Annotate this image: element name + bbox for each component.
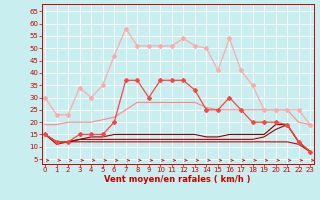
X-axis label: Vent moyen/en rafales ( km/h ): Vent moyen/en rafales ( km/h ) [104, 175, 251, 184]
